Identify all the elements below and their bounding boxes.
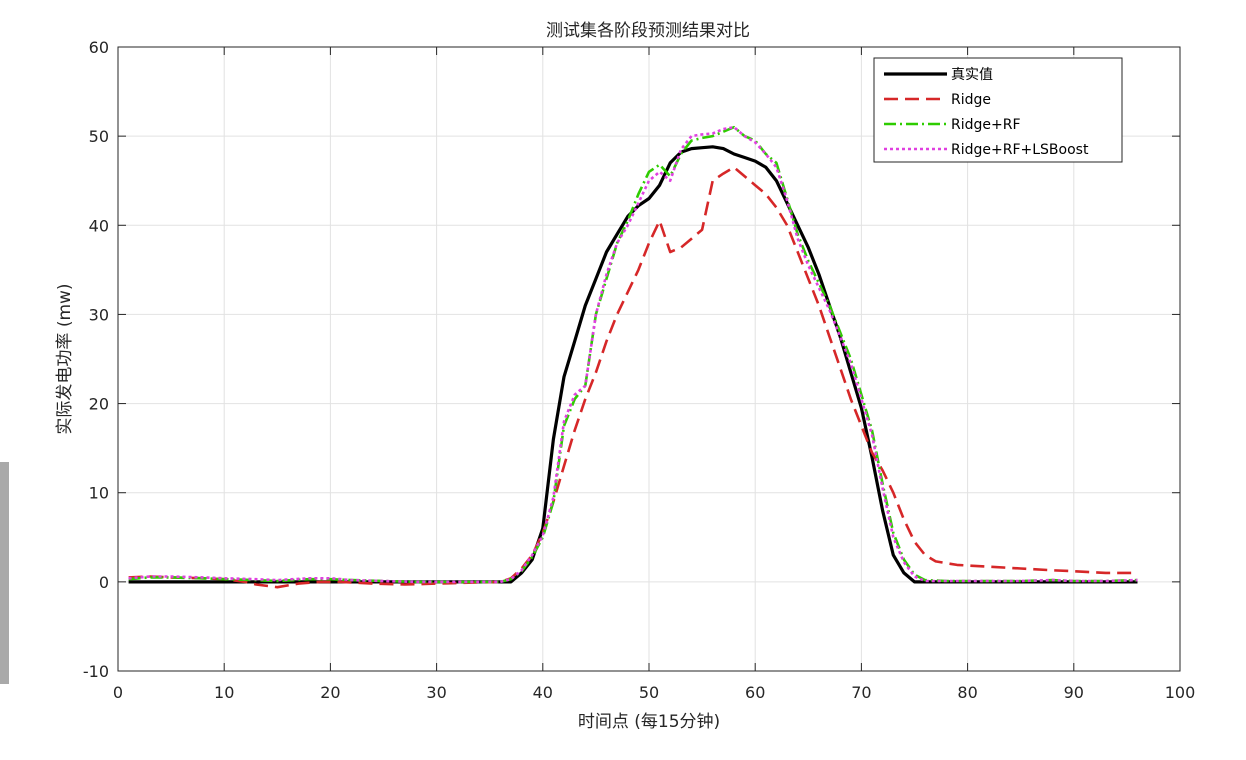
series-line-1: [128, 166, 1138, 589]
y-tick-label: -10: [83, 662, 109, 681]
y-axis-label: 实际发电功率 (mw): [55, 283, 75, 434]
y-tick-label: 40: [89, 216, 109, 235]
legend: 真实值 Ridge Ridge+RF Ridge+RF+LSBoost: [873, 57, 1123, 163]
x-tick-label: 30: [426, 683, 446, 702]
x-tick-label: 80: [957, 683, 977, 702]
y-tick-label: 50: [89, 127, 109, 146]
x-tick-label: 0: [113, 683, 123, 702]
y-tick-label: 10: [89, 484, 109, 503]
x-tick-label: 90: [1064, 683, 1084, 702]
y-tick-label: 20: [89, 395, 109, 414]
series-layer: [128, 125, 1138, 589]
x-tick-label: 100: [1165, 683, 1196, 702]
x-axis-label: 时间点 (每15分钟): [578, 712, 720, 732]
x-tick-label: 10: [214, 683, 234, 702]
legend-label-0: 真实值: [951, 67, 993, 83]
x-tick-label: 70: [851, 683, 871, 702]
y-tick-label: 0: [99, 573, 109, 592]
series-line-0: [128, 145, 1138, 584]
x-tick-label: 40: [533, 683, 553, 702]
x-tick-label: 60: [745, 683, 765, 702]
x-axis-ticks: 0 10 20 30 40 50 60 70 80 90 100: [113, 47, 1195, 702]
series-line-3: [128, 125, 1138, 584]
legend-label-3: Ridge+RF+LSBoost: [951, 142, 1089, 158]
x-tick-label: 50: [639, 683, 659, 702]
y-axis-ticks: -10 0 10 20 30 40 50 60: [83, 38, 1180, 681]
chart-title: 测试集各阶段预测结果对比: [546, 21, 750, 41]
legend-label-2: Ridge+RF: [951, 117, 1021, 133]
y-tick-label: 60: [89, 38, 109, 57]
x-tick-label: 20: [320, 683, 340, 702]
series-line-2: [128, 125, 1138, 584]
y-tick-label: 30: [89, 305, 109, 324]
left-edge-bar: [0, 462, 9, 684]
legend-label-1: Ridge: [951, 92, 991, 108]
